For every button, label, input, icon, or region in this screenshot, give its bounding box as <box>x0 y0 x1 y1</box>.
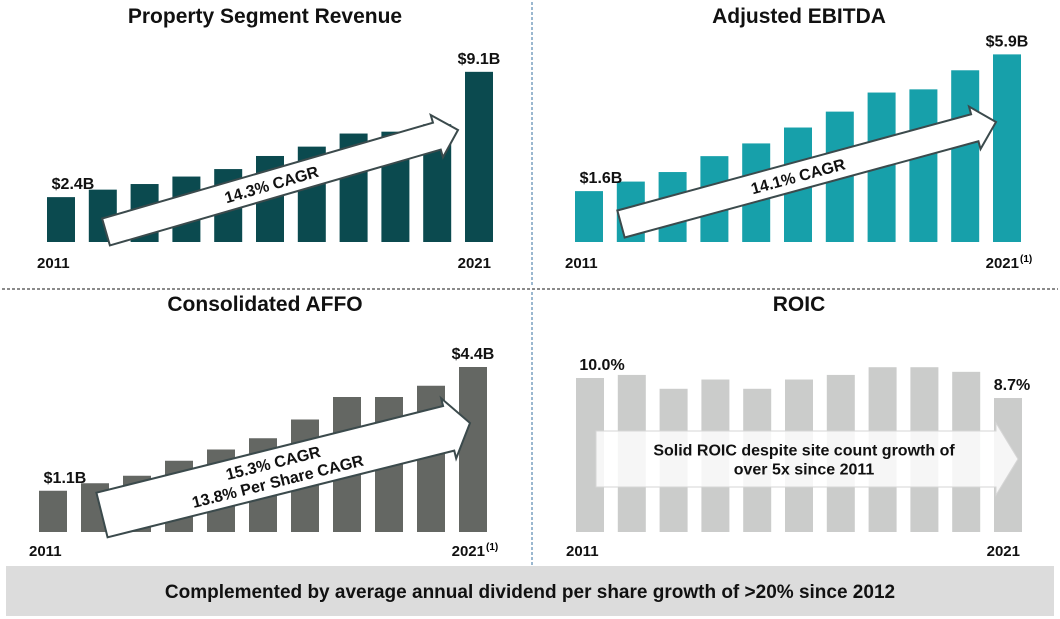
footer-text: Complemented by average annual dividend … <box>165 582 895 603</box>
bar-2021 <box>993 54 1021 242</box>
x-start-label: 2011 <box>566 543 599 560</box>
start-value-label: $1.6B <box>580 170 623 187</box>
growth-arrow: Solid ROIC despite site count growth of o… <box>595 421 1019 497</box>
bar-2011 <box>575 191 603 242</box>
chart-title: Consolidated AFFO <box>167 293 362 316</box>
x-end-label: 2021 <box>452 543 485 560</box>
end-value-label: $4.4B <box>452 346 495 363</box>
x-end-label: 2021 <box>987 543 1020 560</box>
x-start-label: 2011 <box>37 255 70 272</box>
start-value-label: 10.0% <box>579 357 624 374</box>
chart-title: Adjusted EBITDA <box>712 5 886 28</box>
chart-panel-4: ROIC 10.0% 8.7% 2011 2021 Solid ROIC despite … <box>566 293 1030 560</box>
bar-2021 <box>459 367 487 532</box>
end-value-label: $9.1B <box>458 51 501 68</box>
bar-2020 <box>951 70 980 242</box>
bar-2021 <box>465 71 493 242</box>
bar-2011 <box>39 490 67 532</box>
x-end-footnote: (1) <box>1020 254 1032 265</box>
arrow-label: over 5x since 2011 <box>734 462 875 479</box>
arrow-label: Solid ROIC despite site count growth of <box>653 443 955 460</box>
start-value-label: $1.1B <box>44 470 87 487</box>
x-end-label: 2021 <box>986 255 1019 272</box>
end-value-label: 8.7% <box>994 377 1030 394</box>
x-start-label: 2011 <box>565 255 598 272</box>
end-value-label: $5.9B <box>986 33 1029 50</box>
chart-title: Property Segment Revenue <box>128 5 402 28</box>
x-start-label: 2011 <box>29 543 62 560</box>
bar-2019 <box>909 89 938 242</box>
x-end-label: 2021 <box>458 255 491 272</box>
chart-title: ROIC <box>773 293 826 316</box>
footer-banner <box>6 566 1054 616</box>
bar-2011 <box>47 197 75 242</box>
x-end-footnote: (1) <box>486 542 498 553</box>
chart-panel-1: Property Segment Revenue $2.4B $9.1B 2011 20… <box>37 5 500 272</box>
start-value-label: $2.4B <box>52 176 95 193</box>
